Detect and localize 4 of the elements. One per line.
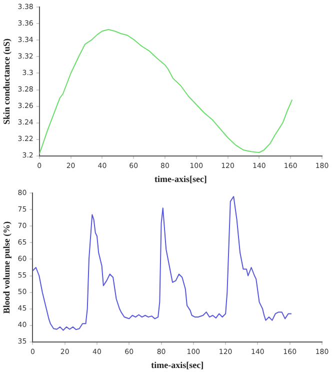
y-axis-title: Skin conductance (uS) <box>2 38 12 125</box>
x-axis-title: time-axis[sec] <box>151 360 204 370</box>
y-axis-title: Blood volume pulse (%) <box>2 221 12 314</box>
x-axis-title: time-axis[sec] <box>154 174 207 184</box>
